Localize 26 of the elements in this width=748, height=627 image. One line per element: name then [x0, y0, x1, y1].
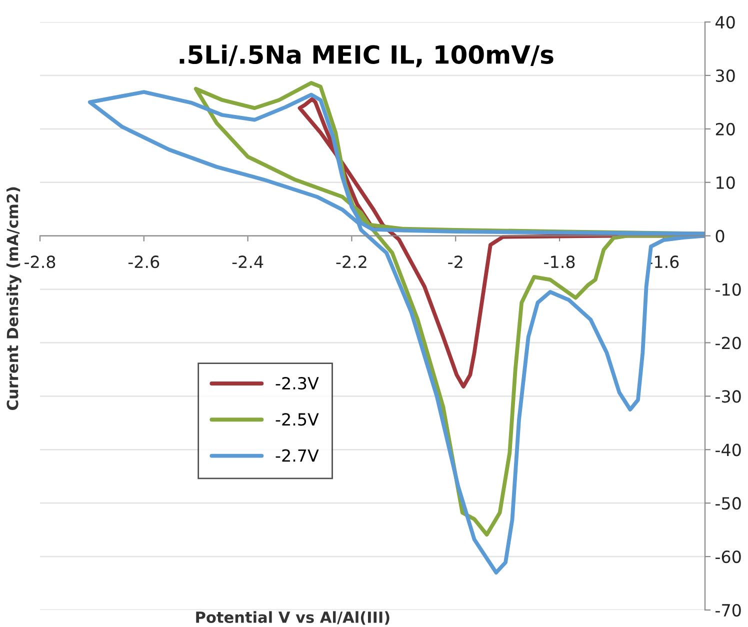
x-tick-label: -2.6 — [128, 256, 160, 268]
legend-label: -2.5V — [276, 413, 319, 426]
x-tick-label: -2.2 — [336, 256, 366, 268]
text: .5Li/.5Na MEIC IL, 100mV/s — [180, 44, 554, 68]
x-tick-label: -2 — [448, 256, 462, 268]
y-tick-label: -10 — [716, 283, 741, 296]
y-tick-label: -70 — [716, 604, 741, 617]
y-tick-label: 10 — [716, 176, 735, 189]
line-series — [88, 90, 705, 575]
y-tick-label: 40 — [716, 16, 735, 29]
x-tick-label: -1.6 — [648, 256, 679, 268]
y-tick-label: 30 — [716, 69, 735, 82]
y-tick-label: -50 — [716, 497, 741, 510]
x-tick-label: -1.8 — [544, 256, 575, 268]
y-tick-label: -30 — [716, 390, 741, 403]
legend-label: -2.7V — [276, 449, 319, 462]
y-tick-label: 0 — [716, 230, 724, 242]
y-tick-label: 20 — [716, 122, 735, 136]
y-axis-title: Current Density (mA/cm2) — [6, 187, 22, 410]
y-tick-label: -60 — [716, 550, 741, 564]
y-tick-label: -40 — [716, 444, 741, 456]
x-tick-label: -2.8 — [24, 256, 56, 268]
legend-label: -2.3V — [276, 376, 319, 390]
y-tick-label: -20 — [716, 336, 741, 350]
x-axis-title: Potential V vs Al/Al(III) — [196, 611, 390, 625]
x-tick-label: -2.4 — [232, 256, 264, 268]
